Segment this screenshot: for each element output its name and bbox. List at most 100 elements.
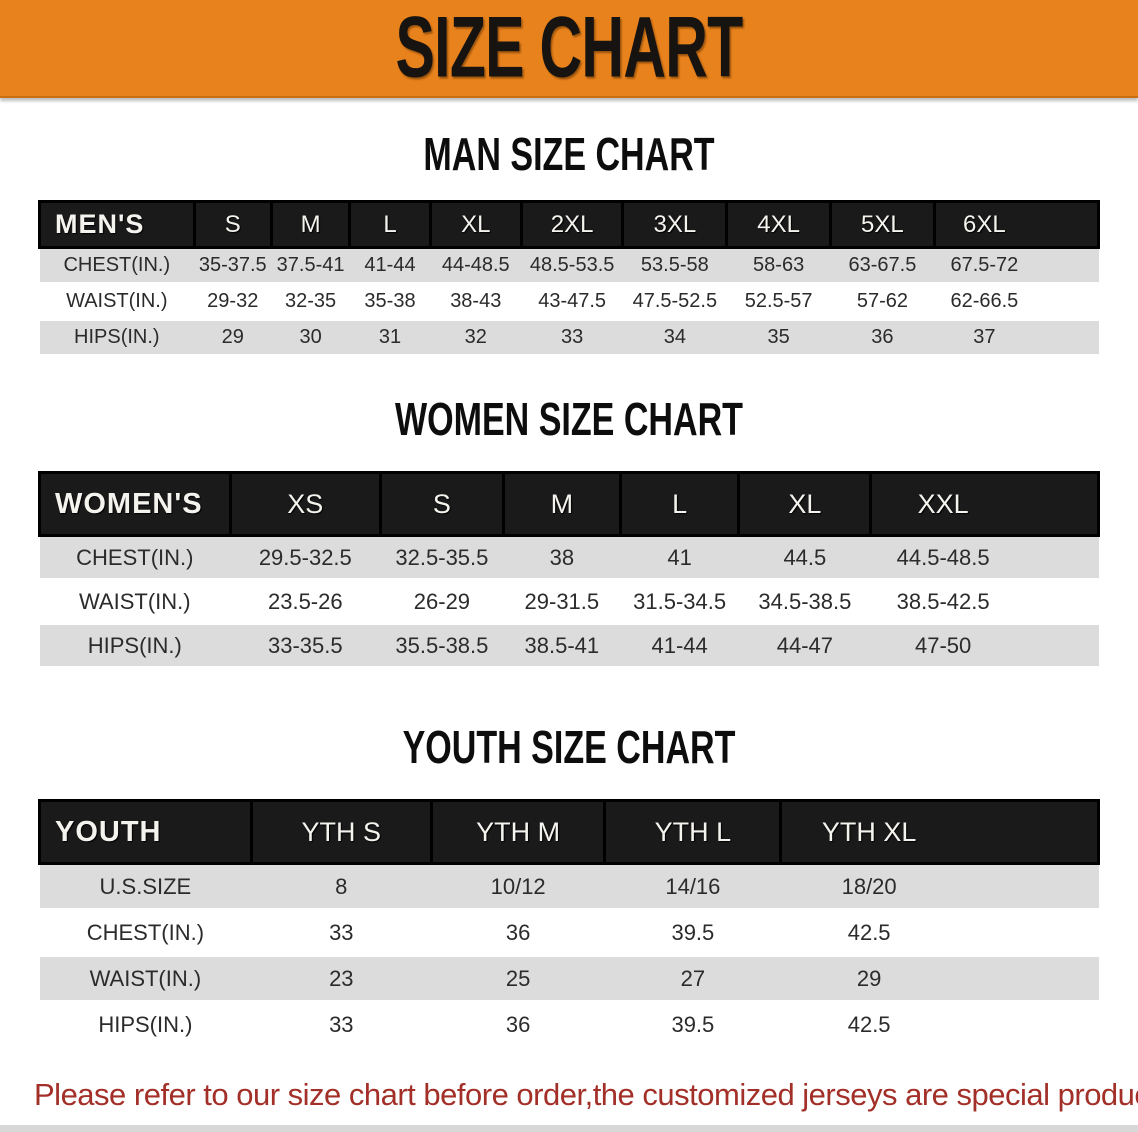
table-row: CHEST(IN.) 33 36 39.5 42.5 [39, 909, 1099, 957]
size-column-header: L [348, 200, 432, 249]
size-value: 52.5-57 [726, 283, 831, 321]
men-section-heading: MAN SIZE CHART [423, 128, 715, 180]
size-value: 53.5-58 [622, 247, 727, 285]
table-row: HIPS(IN.) 29 30 31 32 33 34 35 36 37 [39, 319, 1099, 357]
size-column-header: YTH L [603, 799, 783, 865]
size-column-header: XL [428, 200, 523, 249]
table-header-label: YOUTH [38, 799, 253, 865]
size-value: 33 [521, 319, 623, 357]
size-column-header: 5XL [829, 200, 936, 249]
disclaimer-line-1: Please refer to our size chart before or… [34, 1077, 1138, 1112]
size-column-header: S [192, 200, 273, 249]
table-row: CHEST(IN.) 35-37.5 37.5-41 41-44 44-48.5 48.5… [39, 247, 1099, 285]
size-value: 37.5-41 [271, 247, 350, 285]
table-row: WAIST(IN.) 23.5-26 26-29 29-31.5 31.5-34.5 34… [39, 579, 1099, 625]
size-value: 36 [830, 319, 935, 357]
size-value: 18/20 [780, 863, 1099, 911]
size-value: 44.5-48.5 [870, 535, 1099, 581]
size-value: 32.5-35.5 [380, 535, 504, 581]
size-column-header: XXL [869, 471, 1100, 537]
size-value: 62-66.5 [934, 283, 1099, 321]
size-value: 23.5-26 [230, 579, 381, 625]
size-value: 63-67.5 [830, 247, 935, 285]
bottom-edge-strip [0, 1125, 1138, 1132]
size-value: 57-62 [830, 283, 935, 321]
size-value: 47.5-52.5 [622, 283, 727, 321]
size-value: 34 [622, 319, 727, 357]
table-row: HIPS(IN.) 33-35.5 35.5-38.5 38.5-41 41-44 44-… [39, 623, 1099, 669]
table-row: WAIST(IN.) 23 25 27 29 [39, 955, 1099, 1003]
size-column-header: YTH XL [779, 799, 1100, 865]
size-value: 41 [620, 535, 739, 581]
size-column-header: XL [737, 471, 873, 537]
size-value: 36 [431, 909, 605, 957]
size-value: 31 [349, 319, 431, 357]
size-value: 31.5-34.5 [620, 579, 739, 625]
size-column-header: M [501, 471, 622, 537]
row-label: CHEST(IN.) [39, 909, 252, 957]
size-value: 29.5-32.5 [230, 535, 381, 581]
size-value: 25 [431, 955, 605, 1003]
size-value: 29-31.5 [503, 579, 621, 625]
size-value: 41-44 [620, 623, 739, 669]
size-value: 38.5-41 [503, 623, 621, 669]
row-label: HIPS(IN.) [39, 1001, 252, 1049]
size-value: 29 [194, 319, 272, 357]
table-header-row: YOUTH YTH S YTH M YTH L YTH XL [38, 799, 1100, 865]
men-size-chart-section: MAN SIZE CHART MEN'S S M L XL 2XL 3XL 4XL 5XL 6XL… [0, 128, 1138, 357]
women-size-table: WOMEN'S XS S M L XL XXL CHEST(IN.) 29.5-32.5 32.5… [38, 471, 1100, 669]
size-value: 39.5 [604, 1001, 781, 1049]
row-label: CHEST(IN.) [39, 247, 195, 285]
size-value: 27 [604, 955, 781, 1003]
size-value: 30 [271, 319, 350, 357]
row-label: WAIST(IN.) [39, 579, 231, 625]
table-row: U.S.SIZE 8 10/12 14/16 18/20 [39, 863, 1099, 911]
size-value: 58-63 [726, 247, 831, 285]
youth-size-chart-section: YOUTH SIZE CHART YOUTH YTH S YTH M YTH L YTH… [0, 721, 1138, 1049]
size-value: 26-29 [380, 579, 504, 625]
size-value: 10/12 [431, 863, 605, 911]
size-value: 8 [251, 863, 432, 911]
size-value: 42.5 [780, 1001, 1099, 1049]
size-column-header: 3XL [621, 200, 729, 249]
women-size-chart-section: WOMEN SIZE CHART WOMEN'S XS S M L XL XXL CHEST(… [0, 393, 1138, 669]
table-header-label: WOMEN'S [38, 471, 232, 537]
size-column-header: 6XL [932, 200, 1101, 249]
size-column-header: YTH M [429, 799, 607, 865]
size-column-header: 4XL [725, 200, 833, 249]
banner: SIZE CHART [0, 0, 1138, 98]
size-value: 38 [503, 535, 621, 581]
size-column-header: XS [228, 471, 382, 537]
size-column-header: YTH S [249, 799, 433, 865]
size-value: 32 [430, 319, 522, 357]
table-row: CHEST(IN.) 29.5-32.5 32.5-35.5 38 41 44.5 44.5… [39, 535, 1099, 581]
size-column-header: S [378, 471, 505, 537]
size-value: 44-47 [738, 623, 871, 669]
size-value: 48.5-53.5 [521, 247, 623, 285]
size-value: 42.5 [780, 909, 1099, 957]
size-value: 33 [251, 909, 432, 957]
size-value: 33 [251, 1001, 432, 1049]
row-label: WAIST(IN.) [39, 955, 252, 1003]
size-value: 29 [780, 955, 1099, 1003]
page-title: SIZE CHART [395, 0, 743, 96]
size-value: 29-32 [194, 283, 272, 321]
youth-section-heading: YOUTH SIZE CHART [402, 721, 736, 773]
size-value: 35-38 [349, 283, 431, 321]
size-value: 37 [934, 319, 1099, 357]
size-value: 35.5-38.5 [380, 623, 504, 669]
women-section-heading: WOMEN SIZE CHART [395, 393, 743, 445]
youth-size-table: YOUTH YTH S YTH M YTH L YTH XL U.S.SIZE 8 10/12… [38, 799, 1100, 1049]
size-value: 32-35 [271, 283, 350, 321]
size-value: 39.5 [604, 909, 781, 957]
row-label: WAIST(IN.) [39, 283, 195, 321]
table-row: HIPS(IN.) 33 36 39.5 42.5 [39, 1001, 1099, 1049]
size-value: 35 [726, 319, 831, 357]
size-value: 36 [431, 1001, 605, 1049]
size-value: 41-44 [349, 247, 431, 285]
men-size-table: MEN'S S M L XL 2XL 3XL 4XL 5XL 6XL CHEST(IN.) 35-37… [38, 200, 1101, 357]
table-header-row: WOMEN'S XS S M L XL XXL [38, 471, 1100, 537]
size-column-header: 2XL [519, 200, 625, 249]
size-value: 38-43 [430, 283, 522, 321]
